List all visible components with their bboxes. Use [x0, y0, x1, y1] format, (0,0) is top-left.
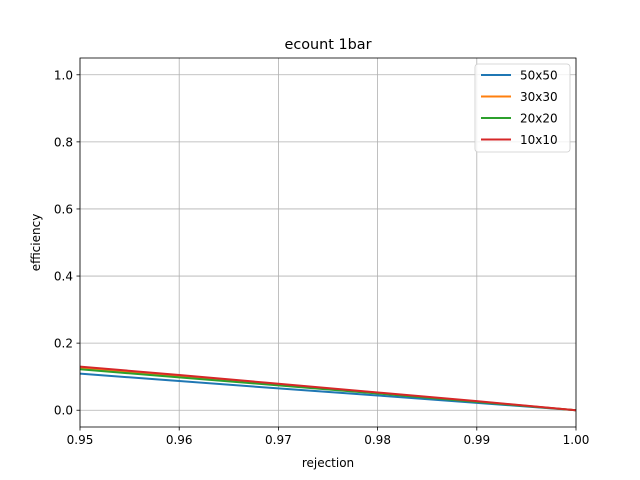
legend: 50x50 30x30 20x20 10x10 [474, 63, 571, 153]
x-tick-label: 0.98 [364, 433, 391, 447]
chart-title: ecount 1bar [284, 37, 371, 53]
axis-ticks: 0.95 0.96 0.97 0.98 0.99 1.00 0.0 0.2 0.4 0.6 0.8 1… [54, 68, 589, 447]
legend-label: 30x30 [520, 90, 558, 104]
y-tick-label: 0.6 [54, 202, 73, 216]
y-tick-label: 0.4 [54, 270, 73, 284]
legend-box [474, 63, 571, 153]
x-axis-label: rejection [302, 456, 354, 470]
x-tick-label: 0.96 [166, 433, 193, 447]
y-tick-label: 0.2 [54, 337, 73, 351]
legend-label: 20x20 [520, 112, 558, 126]
y-tick-label: 1.0 [54, 68, 73, 82]
y-axis-label: efficiency [29, 214, 43, 272]
x-tick-label: 0.95 [67, 433, 94, 447]
legend-label: 10x10 [520, 133, 558, 147]
series-lines [79, 365, 577, 412]
x-tick-label: 1.00 [563, 433, 590, 447]
plot-frame [79, 57, 577, 428]
series-line-10x10 [79, 365, 577, 412]
legend-label: 50x50 [520, 69, 558, 83]
y-tick-label: 0.0 [54, 404, 73, 418]
y-tick-label: 0.8 [54, 135, 73, 149]
x-tick-label: 0.97 [265, 433, 292, 447]
x-tick-label: 0.99 [463, 433, 490, 447]
